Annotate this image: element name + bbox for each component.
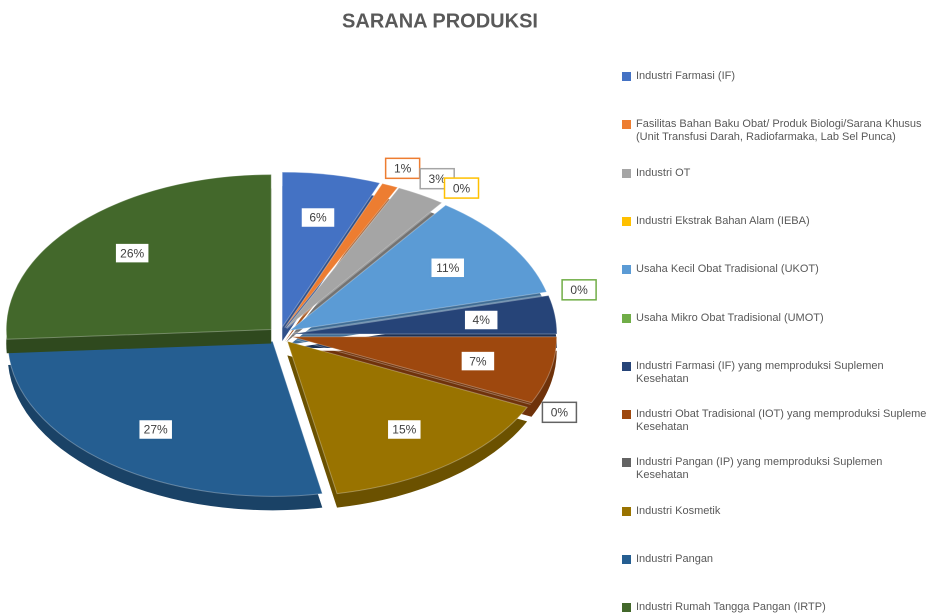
data-label: 3% xyxy=(429,172,447,186)
data-label: 4% xyxy=(473,313,491,327)
legend-swatch xyxy=(622,313,631,323)
legend-item: Industri Obat Tradisional (IOT) yang mem… xyxy=(622,408,926,434)
data-label: 0% xyxy=(570,283,588,297)
data-label-box xyxy=(386,418,423,441)
legend-label: Industri Rumah Tangga Pangan (IRTP) xyxy=(636,601,826,614)
legend-label: Industri OT xyxy=(636,166,691,179)
legend-swatch xyxy=(622,265,631,275)
legend-swatch xyxy=(622,410,631,420)
data-label: 1% xyxy=(394,162,412,176)
legend-swatch xyxy=(622,555,631,564)
legend-item: Usaha Kecil Obat Tradisional (UKOT) xyxy=(622,263,926,276)
legend-item: Industri Pangan (IP) yang memproduksi Su… xyxy=(622,456,926,482)
slice xyxy=(286,340,529,495)
data-label-box xyxy=(429,257,466,279)
legend-swatch xyxy=(622,216,631,226)
data-label: 0% xyxy=(551,405,569,419)
legend-swatch xyxy=(622,168,631,178)
slice xyxy=(288,204,548,332)
legend-item: Industri Rumah Tangga Pangan (IRTP) xyxy=(622,601,926,614)
legend-item: Industri Pangan xyxy=(622,553,926,566)
data-label: 27% xyxy=(144,423,168,437)
slice xyxy=(285,187,443,329)
legend-item: Industri Farmasi (IF) xyxy=(622,70,926,83)
legend-item: Industri OT xyxy=(622,167,926,180)
legend-label: Industri Farmasi (IF) xyxy=(636,70,736,82)
legend-item: Industri Ekstrak Bahan Alam (IEBA) xyxy=(622,215,926,228)
legend-label: Industri Obat Tradisional (IOT) yang mem… xyxy=(636,408,926,434)
data-label: 26% xyxy=(120,246,144,260)
data-label: 15% xyxy=(392,423,416,437)
legend-item: Industri Kosmetik xyxy=(622,505,926,518)
data-label-box xyxy=(561,279,597,301)
legend-swatch xyxy=(622,120,631,130)
data-label-box xyxy=(114,242,150,264)
legend-label: Industri Pangan (IP) yang memproduksi Su… xyxy=(636,456,883,482)
legend-swatch xyxy=(622,603,631,613)
legend-label: Industri Kosmetik xyxy=(636,504,721,517)
data-label-box xyxy=(300,206,336,229)
legend-label: Industri Ekstrak Bahan Alam (IEBA) xyxy=(636,214,810,227)
data-label: 11% xyxy=(436,261,459,275)
data-label: 7% xyxy=(469,354,487,368)
legend-label: Usaha Mikro Obat Tradisional (UMOT) xyxy=(636,311,824,324)
legend-swatch xyxy=(622,458,631,468)
legend-label: Industri Pangan xyxy=(636,553,714,565)
data-label-box xyxy=(541,401,578,424)
slice xyxy=(290,337,531,405)
legend-label: Usaha Kecil Obat Tradisional (UKOT) xyxy=(636,263,819,276)
data-label-box xyxy=(443,177,480,199)
data-label-box xyxy=(460,350,496,372)
legend-swatch xyxy=(622,72,631,81)
data-label-box xyxy=(137,418,174,441)
legend-swatch xyxy=(622,506,631,516)
data-label-box xyxy=(463,309,499,331)
legend-label: Industri Farmasi (IF) yang memproduksi S… xyxy=(636,359,884,385)
legend-swatch xyxy=(622,361,631,371)
legend-label: Fasilitas Bahan Baku Obat/ Produk Biolog… xyxy=(636,118,922,144)
legend-item: Industri Farmasi (IF) yang memproduksi S… xyxy=(622,360,926,386)
slice xyxy=(284,182,399,328)
legend-item: Fasilitas Bahan Baku Obat/ Produk Biolog… xyxy=(622,118,926,144)
data-label: 0% xyxy=(453,181,471,195)
legend-item: Usaha Mikro Obat Tradisional (UMOT) xyxy=(622,312,926,325)
chart-title: SARANA PRODUKSI xyxy=(342,10,538,32)
data-label: 6% xyxy=(309,211,327,225)
